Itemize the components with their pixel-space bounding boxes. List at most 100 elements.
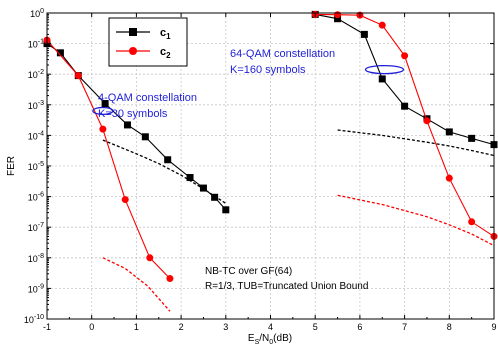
y-tick-label-exp: -10: [34, 314, 44, 321]
series-tub-4-qam-line: [102, 257, 171, 312]
y-tick-label: 10-3: [28, 100, 44, 111]
data-point-square: [222, 206, 230, 214]
x-axis-label-sub2: 0: [269, 339, 273, 345]
y-tick-label-base: 10: [28, 223, 38, 233]
ellipse-64qam: [364, 64, 405, 75]
series-tub-64-qam-line: [337, 129, 495, 157]
y-tick-label-base: 10: [28, 40, 38, 50]
ellipse-layer: [92, 64, 405, 116]
data-point-square: [141, 133, 149, 141]
y-tick-label-base: 10: [24, 315, 34, 325]
y-tick-label-exp: -7: [38, 222, 44, 229]
x-axis-label-main: E: [248, 333, 255, 344]
legend-label-main: c: [160, 46, 166, 58]
x-tick-label: 7: [402, 322, 407, 332]
y-tick-label: 10-9: [28, 283, 44, 294]
legend-marker-circle: [129, 47, 137, 55]
y-tick-label-exp: 0: [40, 8, 44, 15]
legend-label-sub: 1: [166, 32, 171, 41]
y-tick-label-base: 10: [28, 101, 38, 111]
y-tick-label-exp: -2: [38, 69, 44, 76]
legend-label-c2: c2: [160, 46, 171, 60]
data-point-square: [211, 193, 219, 201]
x-tick-label: -1: [43, 322, 51, 332]
x-tick-label: 2: [179, 322, 184, 332]
y-tick-label-base: 10: [28, 193, 38, 203]
data-point-square: [334, 15, 342, 23]
y-tick-label: 10-5: [28, 161, 44, 172]
y-tick-label: 10-4: [28, 130, 44, 141]
y-tick-label: 10-10: [24, 314, 44, 325]
data-point-circle: [74, 72, 82, 80]
data-point-circle: [146, 254, 154, 262]
data-point-square: [468, 134, 476, 142]
x-axis-label-sub: S: [255, 339, 260, 345]
x-axis-label-mid: /N: [259, 333, 269, 344]
y-tick-label: 100: [30, 8, 44, 19]
series-tub-4-qam-line: [102, 139, 227, 204]
y-tick-label-exp: -6: [38, 192, 44, 199]
data-point-square: [164, 156, 172, 164]
y-tick-label: 10-2: [28, 69, 44, 80]
annotation-64qam-line2: K=160 symbols: [230, 64, 306, 76]
data-point-square: [123, 121, 131, 129]
y-tick-label-base: 10: [28, 131, 38, 141]
data-point-square: [101, 100, 109, 108]
grid: [47, 13, 494, 319]
x-tick-label: 1: [134, 322, 139, 332]
y-tick-label-base: 10: [28, 284, 38, 294]
legend-label-sub: 2: [166, 51, 171, 60]
annotation-4qam-line1: 4-QAM constellation: [98, 92, 197, 104]
x-axis-label-end: (dB): [273, 333, 292, 344]
x-axis-label: ES/N0(dB): [248, 333, 292, 345]
data-point-circle: [99, 125, 107, 133]
data-point-circle: [445, 174, 453, 182]
x-tick-label: 4: [268, 322, 273, 332]
x-tick-label: 8: [447, 322, 452, 332]
y-tick-label: 10-1: [28, 39, 44, 50]
series-c2-4-qam-line: [46, 39, 171, 279]
legend-label-c1: c1: [160, 27, 171, 41]
data-point-circle: [468, 218, 476, 226]
data-point-square: [378, 75, 386, 83]
data-point-square: [56, 49, 64, 57]
annotation-nbtc-line1: NB-TC over GF(64): [205, 266, 292, 277]
x-tick-label: 3: [223, 322, 228, 332]
y-tick-label-exp: -1: [38, 39, 44, 46]
x-tick-label: 0: [89, 322, 94, 332]
y-tick-label: 10-8: [28, 253, 44, 264]
x-tick-label: 6: [357, 322, 362, 332]
data-point-circle: [423, 117, 431, 125]
ellipse-4qam: [92, 106, 114, 116]
tick-layer: -1 0 1 2 3 4 5 6 7 8 910010-110-210-310-410-510-61…: [24, 8, 497, 332]
annotation-nbtc-line2: R=1/3, TUB=Truncated Union Bound: [205, 281, 368, 292]
data-point-circle: [378, 21, 386, 29]
y-tick-label-exp: -8: [38, 253, 44, 260]
y-tick-label: 10-7: [28, 222, 44, 233]
y-tick-label-base: 10: [28, 70, 38, 80]
y-tick-label-exp: -9: [38, 283, 44, 290]
data-point-circle: [121, 196, 129, 204]
legend-box: [108, 17, 188, 67]
x-tick-label: 5: [313, 322, 318, 332]
x-tick-label: 9: [491, 322, 496, 332]
legend-label-main: c: [160, 27, 166, 39]
y-tick-label-base: 10: [28, 162, 38, 172]
annotation-4qam-line2: K=30 symbols: [98, 108, 168, 120]
annotation-64qam-line1: 64-QAM constellation: [230, 48, 335, 60]
data-point-square: [186, 174, 194, 182]
data-point-circle: [334, 11, 342, 19]
data-point-square: [445, 128, 453, 136]
y-tick-label-exp: -5: [38, 161, 44, 168]
y-axis-label: FER: [6, 156, 17, 176]
annotation-layer: 64-QAM constellation K=160 symbols 4-QAM c…: [98, 48, 368, 292]
y-tick-label-exp: -4: [38, 130, 44, 137]
y-tick-label: 10-6: [28, 192, 44, 203]
legend-marker-square: [129, 28, 137, 36]
y-tick-label-exp: -3: [38, 100, 44, 107]
data-point-square: [401, 102, 409, 110]
data-point-circle: [401, 52, 409, 60]
